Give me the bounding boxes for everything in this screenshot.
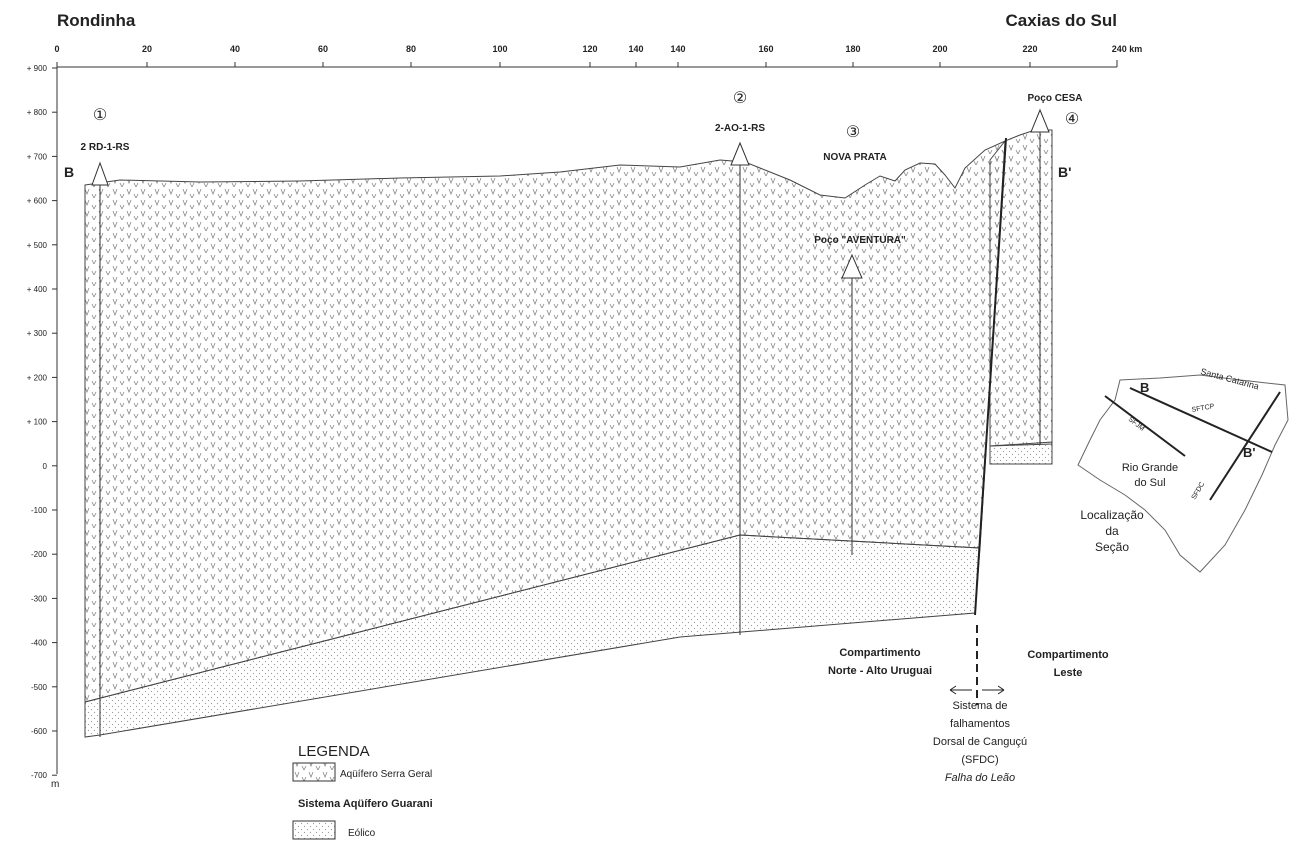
legend-title: LEGENDA [298,743,370,760]
well-label: 2-AO-1-RS [715,123,765,134]
x-tick-label: 80 [406,44,416,54]
x-tick-label: 140 [670,44,685,54]
well-label: NOVA PRATA [823,152,887,163]
right-block [989,129,1053,447]
x-tick-label: 180 [845,44,860,54]
well-number: ① [93,107,107,124]
well-label: 2 RD-1-RS [81,142,130,153]
y-tick-label: -600 [31,727,48,736]
right-place: Caxias do Sul [1006,11,1117,30]
x-tick-label: 240 km [1112,44,1143,54]
right-eolico [989,441,1053,465]
aventura-label: Poço "AVENTURA" [814,235,906,246]
fault-name: Falha do Leão [945,772,1015,784]
x-tick-label: 100 [492,44,507,54]
y-tick-label: -700 [31,771,48,780]
compartment: Norte - Alto Uruguai [828,665,932,677]
y-tick-label: + 700 [27,152,48,161]
legend-swatch [292,762,336,782]
inset-caption: da [1105,524,1119,538]
x-tick-label: 120 [582,44,597,54]
y-tick-label: + 500 [27,241,48,250]
legend-label: Eólico [348,828,376,839]
y-tick-label: + 200 [27,373,48,382]
x-tick-label: 200 [932,44,947,54]
wells [91,108,1050,737]
x-tick-label: 0 [54,44,59,54]
inset-label: do Sul [1134,477,1165,489]
y-tick-label: + 800 [27,108,48,117]
fault-line [974,137,1007,616]
fault-text: (SFDC) [961,754,998,766]
section-end: B' [1058,164,1071,180]
compartment: Compartimento [1027,649,1109,661]
x-tick-label: 160 [758,44,773,54]
y-tick-label: 0 [43,462,48,471]
y-axis: + 900 + 800 + 700 + 600 + 500 + 400 + 300 + 200… [27,64,60,790]
inset-caption: Seção [1095,540,1129,554]
inset-label: B [1140,380,1149,395]
x-tick-label: 140 [628,44,643,54]
x-tick-label: 20 [142,44,152,54]
section-start: B [64,164,74,180]
legend-swatch [292,820,336,840]
y-tick-label: -300 [31,594,48,603]
y-tick-label: -500 [31,683,48,692]
y-unit: m [51,779,59,790]
well-label: Poço CESA [1027,93,1082,104]
y-tick-label: + 300 [27,329,48,338]
inset-label: SFDC [1191,481,1207,501]
y-tick-label: -200 [31,550,48,559]
compartment: Compartimento [839,647,921,659]
y-tick-label: + 400 [27,285,48,294]
legend-subtitle: Sistema Aqüífero Guarani [298,798,433,810]
eolico [84,534,981,738]
x-tick-label: 40 [230,44,240,54]
inset-label: B' [1243,445,1255,460]
inset-label: Rio Grande [1122,462,1178,474]
inset-label: Santa Catarina [1199,366,1260,391]
y-tick-label: + 100 [27,418,48,427]
x-tick-label: 60 [318,44,328,54]
y-tick-label: + 600 [27,197,48,206]
compartment: Leste [1054,667,1083,679]
fault-text: falhamentos [950,718,1010,730]
inset-map [1077,374,1289,573]
x-tick-label: 220 [1022,44,1037,54]
well-number: ② [733,90,747,107]
well-number: ④ [1065,111,1079,128]
fault-text: Dorsal de Canguçú [933,736,1027,748]
serra-geral [84,140,1006,703]
x-axis: 0 20 40 60 80 100 120 140 140 160 180 200 220 240 km [54,44,1142,67]
y-tick-label: + 900 [27,64,48,73]
fault-arrows [949,685,1005,695]
well-number: ③ [846,124,860,141]
inset-caption: Localização [1080,508,1144,522]
legend-label: Aqüífero Serra Geral [340,769,432,780]
fault-text: Sistema de [952,700,1007,712]
inset-label: SFTCP [1191,403,1215,414]
y-tick-label: -400 [31,639,48,648]
left-place: Rondinha [57,11,136,30]
y-tick-label: -100 [31,506,48,515]
